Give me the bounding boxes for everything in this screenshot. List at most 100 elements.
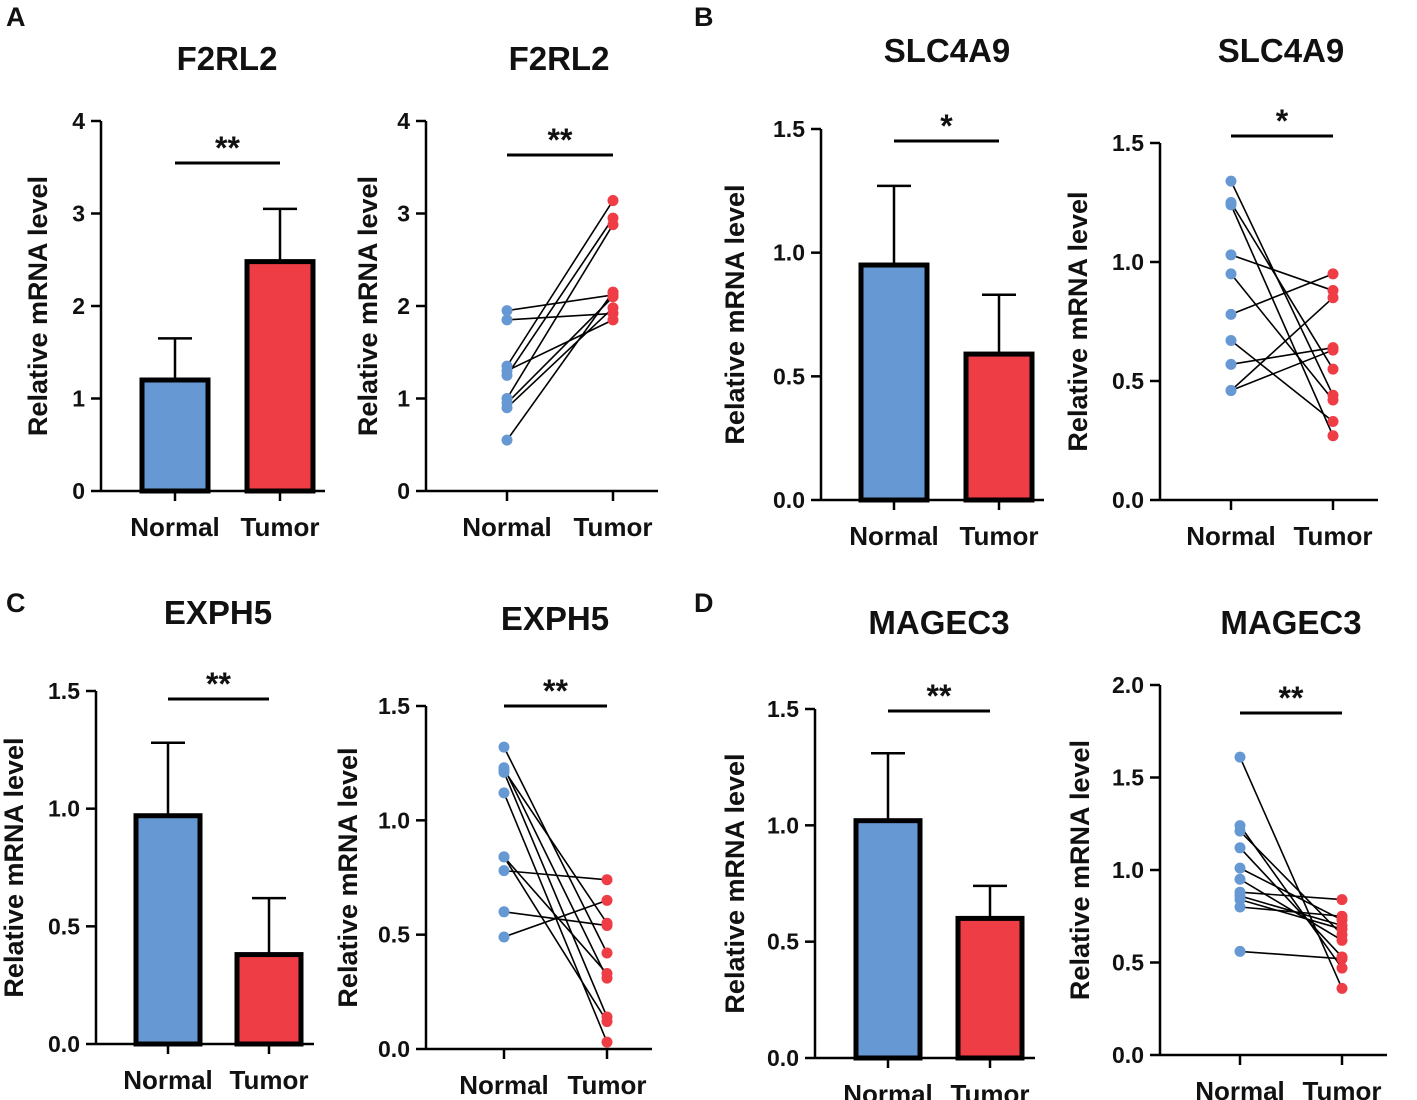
y-tick-label: 3 <box>397 201 410 227</box>
significance-label: * <box>1276 103 1289 139</box>
y-tick-label: 4 <box>72 108 85 134</box>
point-normal <box>501 314 513 326</box>
point-normal <box>1234 825 1246 837</box>
chart-title: EXPH5 <box>164 594 272 631</box>
point-tumor <box>1336 982 1348 994</box>
y-tick-label: 0.5 <box>773 363 805 389</box>
y-tick-label: 0.5 <box>48 913 80 939</box>
y-tick-label: 1.5 <box>1112 130 1144 156</box>
pair-line <box>1239 867 1343 921</box>
point-tumor <box>1327 415 1339 427</box>
point-tumor <box>1336 953 1348 965</box>
y-tick-label: 1.0 <box>767 812 799 838</box>
pair-line <box>1239 878 1343 941</box>
y-tick-label: 1.0 <box>48 796 80 822</box>
y-tick-label: 2.0 <box>1112 672 1144 698</box>
y-tick-label: 1.0 <box>773 240 805 266</box>
pair-line <box>1239 906 1343 918</box>
point-tumor <box>601 947 613 959</box>
pair-line <box>506 291 614 441</box>
significance-label: ** <box>927 678 952 714</box>
y-tick-label: 2 <box>397 293 410 319</box>
significance-label: ** <box>215 130 240 166</box>
point-normal <box>498 764 510 776</box>
chart-title: EXPH5 <box>501 600 609 637</box>
pair-line <box>1239 756 1343 989</box>
pair-line <box>503 899 608 938</box>
x-category-label: Tumor <box>241 512 320 542</box>
point-tumor <box>1336 910 1348 922</box>
pair-line <box>503 746 608 954</box>
y-tick-label: 4 <box>397 108 410 134</box>
y-tick-label: 1.0 <box>1112 857 1144 883</box>
chart-c-scatter: EXPH5 0.0 0.5 1.0 1.5 Normal Tumor Relative mRN… <box>333 600 652 1100</box>
x-category-label: Normal <box>843 1079 933 1100</box>
x-category-label: Tumor <box>574 512 653 542</box>
point-normal <box>1234 945 1246 957</box>
y-tick-label: 0 <box>72 478 85 504</box>
point-normal <box>1234 751 1246 763</box>
x-category-label: Tumor <box>230 1065 309 1095</box>
point-normal <box>1225 249 1237 261</box>
point-normal <box>501 434 513 446</box>
pair-line <box>1230 204 1334 437</box>
point-normal <box>1225 199 1237 211</box>
point-normal <box>501 402 513 414</box>
pair-line <box>506 224 614 399</box>
significance-label: ** <box>206 666 231 702</box>
pair-line <box>503 856 608 1022</box>
pair-line <box>506 200 614 367</box>
point-tumor <box>607 195 619 207</box>
point-tumor <box>1327 268 1339 280</box>
point-tumor <box>1336 934 1348 946</box>
pair-line <box>1239 847 1343 958</box>
panel-letter-a: A <box>6 2 26 32</box>
y-tick-label: 3 <box>72 201 85 227</box>
point-normal <box>1225 175 1237 187</box>
y-tick-label: 1.5 <box>378 693 410 719</box>
pair-line <box>503 772 608 1018</box>
pair-line <box>1239 895 1343 927</box>
point-tumor <box>607 219 619 231</box>
pair-line <box>503 792 608 1043</box>
significance-label: * <box>940 108 953 144</box>
pair-line <box>1239 891 1343 901</box>
y-tick-label: 0.0 <box>48 1031 80 1057</box>
significance-label: ** <box>548 122 573 158</box>
x-category-label: Normal <box>1195 1076 1285 1100</box>
chart-title: MAGEC3 <box>1220 604 1361 641</box>
point-tumor <box>601 917 613 929</box>
panel-letter-d: D <box>694 588 714 618</box>
x-category-label: Tumor <box>1294 521 1373 551</box>
y-tick-label: 1.0 <box>378 807 410 833</box>
pair-line <box>503 856 608 975</box>
point-normal <box>1234 890 1246 902</box>
x-category-label: Normal <box>130 512 220 542</box>
y-axis-label: Relative mRNA level <box>1063 191 1093 451</box>
y-tick-label: 0 <box>397 478 410 504</box>
x-category-label: Tumor <box>960 521 1039 551</box>
y-tick-label: 1.5 <box>1112 765 1144 791</box>
y-tick-label: 0.5 <box>1112 950 1144 976</box>
point-normal <box>498 787 510 799</box>
y-tick-label: 1 <box>72 386 85 412</box>
point-normal <box>1225 385 1237 397</box>
pair-line <box>503 767 608 979</box>
y-axis-label: Relative mRNA level <box>23 176 53 436</box>
y-axis-label: Relative mRNA level <box>0 737 29 997</box>
point-tumor <box>607 302 619 314</box>
pair-line <box>503 769 608 924</box>
point-normal <box>1234 862 1246 874</box>
pair-line <box>1230 202 1334 370</box>
chart-a-bar: F2RL2 0 1 2 3 4 Normal Tumor Relative mRNA level… <box>23 40 325 542</box>
chart-title: SLC4A9 <box>884 32 1011 69</box>
pair-line <box>1230 339 1334 423</box>
bar-tumor <box>234 952 304 1047</box>
pair-line <box>1239 830 1343 936</box>
pair-line <box>506 296 614 404</box>
point-tumor <box>601 1016 613 1028</box>
y-tick-label: 0.5 <box>1112 368 1144 394</box>
x-category-label: Tumor <box>568 1070 647 1100</box>
point-normal <box>1225 308 1237 320</box>
